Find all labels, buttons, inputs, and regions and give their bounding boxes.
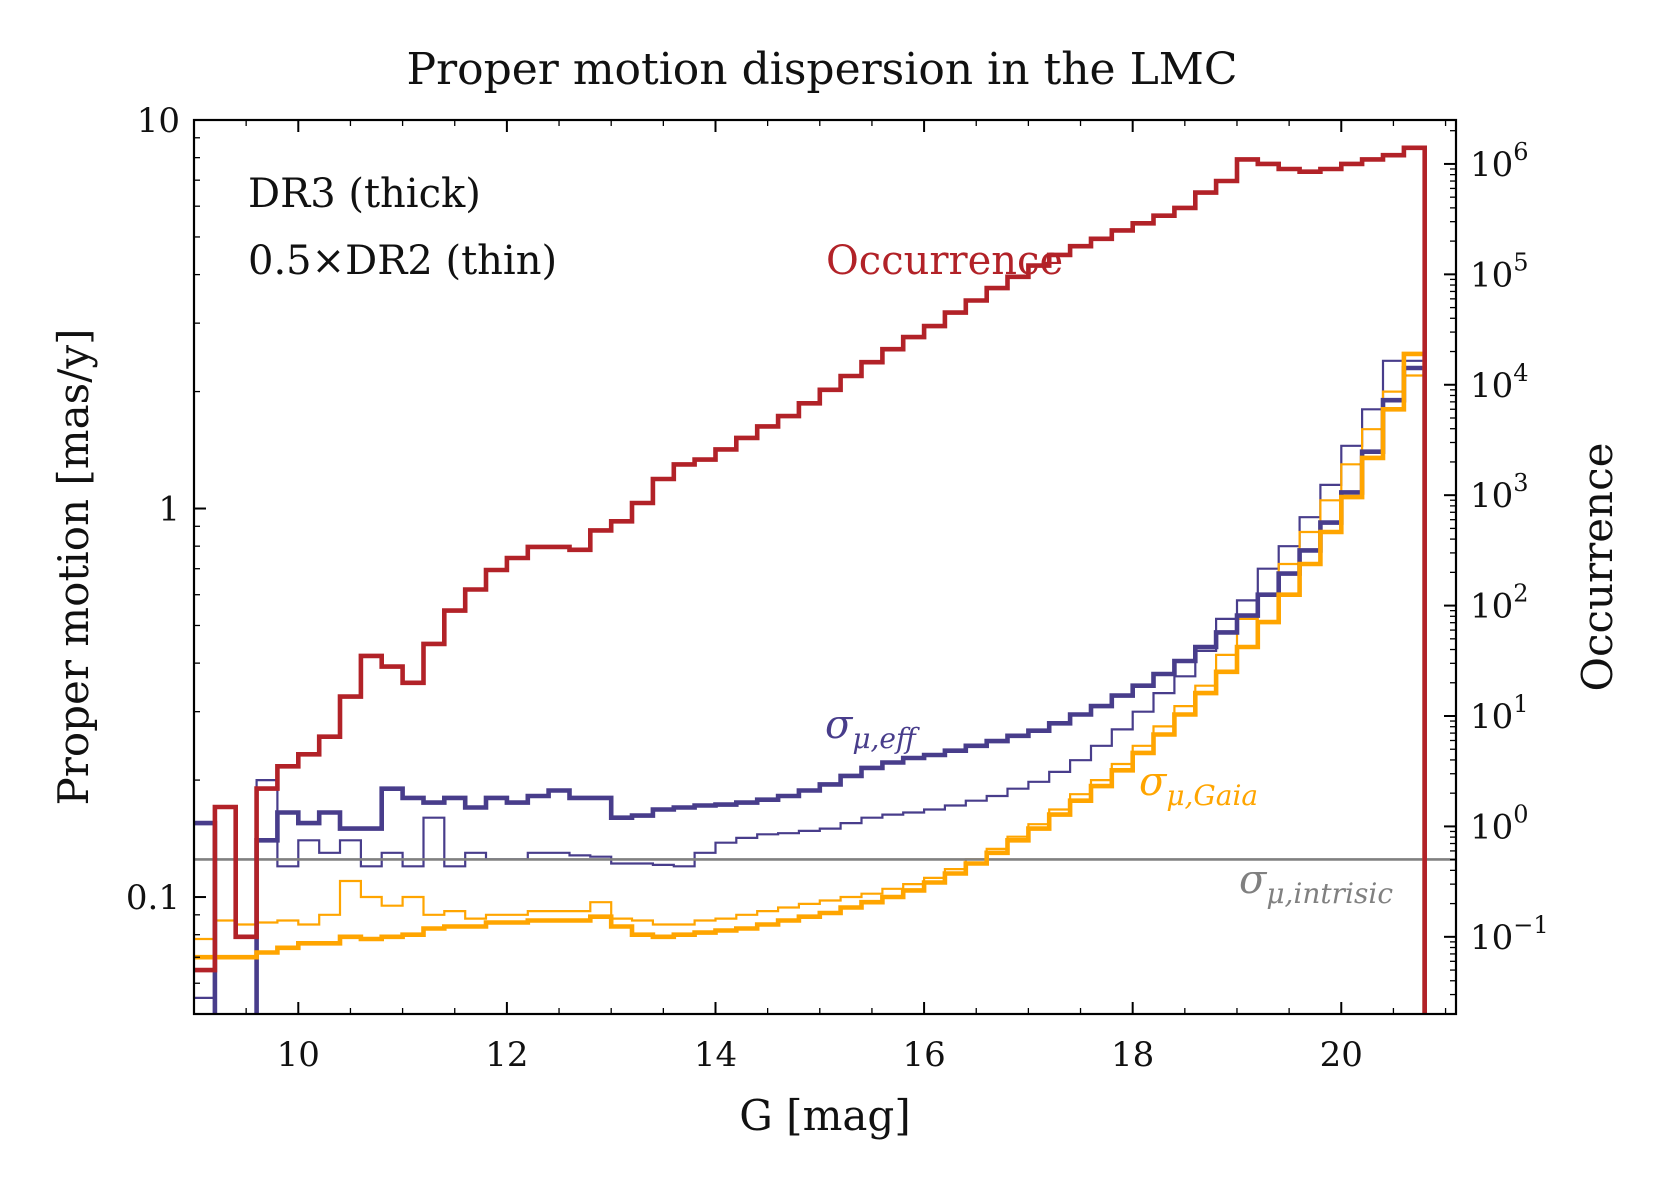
series-occurrence [194, 145, 1427, 1014]
series-eff-dr3 [194, 365, 1427, 1014]
y2-tick-label: 101 [1470, 690, 1529, 737]
occurrence-annotation: Occurrence [826, 238, 1063, 284]
legend-dr3: DR3 (thick) [248, 171, 481, 217]
y-axis-label: Proper motion [mas/y] [49, 329, 98, 806]
sigma-gaia-annotation: σμ,Gaia [1139, 759, 1258, 812]
y-tick-label: 1 [158, 490, 180, 530]
x-tick-label: 18 [1111, 1035, 1154, 1075]
series-eff-0-5-dr2 [194, 359, 1426, 1014]
y2-axis-label: Occurrence [1573, 443, 1622, 692]
sigma-eff-sub: μ,eff [852, 722, 920, 755]
sigma-intrinsic-symbol: σ [1239, 857, 1268, 903]
y2-tick-label: 102 [1470, 580, 1529, 627]
sigma-eff-annotation: σμ,eff [825, 702, 920, 755]
x-tick-label: 16 [902, 1035, 945, 1075]
x-axis-label: G [mag] [739, 1091, 910, 1140]
sigma-intrinsic-sub: μ,intrisic [1266, 877, 1393, 910]
x-tick-label: 14 [694, 1035, 737, 1075]
y-tick-label: 10 [137, 101, 180, 141]
y2-tick-label: 105 [1470, 248, 1529, 295]
y2-tick-label: 103 [1470, 469, 1529, 516]
sigma-intrinsic-annotation: σμ,intrisic [1239, 857, 1393, 910]
series-gaia-0-5-dr2 [194, 374, 1426, 1014]
series-layer [194, 145, 1456, 1014]
y2-tick-label: 104 [1470, 359, 1529, 406]
legend-dr2: 0.5×DR2 (thin) [248, 238, 557, 284]
x-tick-label: 12 [485, 1035, 528, 1075]
sigma-gaia-symbol: σ [1139, 759, 1168, 805]
series-gaia-dr3 [194, 351, 1427, 1014]
ticks-layer: 10 12 14 16 18 20 0.1 1 10 10−1 100 101 102 103 104 105… [126, 101, 1549, 1075]
plot-frame [192, 118, 1458, 1016]
y-tick-label: 0.1 [126, 878, 180, 918]
x-tick-label: 10 [277, 1035, 320, 1075]
sigma-eff-symbol: σ [825, 702, 854, 748]
y2-tick-label: 100 [1470, 800, 1529, 847]
sigma-gaia-sub: μ,Gaia [1166, 779, 1258, 812]
x-tick-label: 20 [1320, 1035, 1363, 1075]
chart-title: Proper motion dispersion in the LMC [406, 44, 1237, 95]
y2-tick-label: 10−1 [1470, 911, 1549, 958]
y2-tick-label: 106 [1470, 138, 1529, 185]
